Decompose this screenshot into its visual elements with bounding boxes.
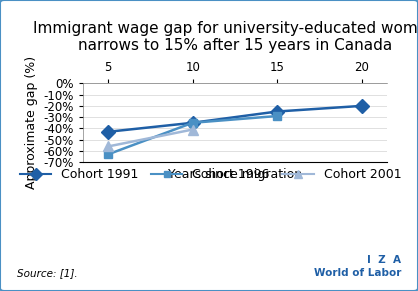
Cohort 1996 (275, 114, 280, 118)
Cohort 1996 (190, 121, 195, 125)
Cohort 1991 (106, 130, 111, 134)
Cohort 1996 (106, 152, 111, 156)
Text: I  Z  A
World of Labor: I Z A World of Labor (314, 255, 401, 278)
Line: Cohort 1991: Cohort 1991 (103, 101, 367, 137)
Cohort 2001 (190, 128, 195, 131)
Cohort 1991 (190, 121, 195, 125)
Cohort 1991 (275, 110, 280, 113)
X-axis label: Years since migration: Years since migration (168, 168, 302, 181)
Line: Cohort 2001: Cohort 2001 (103, 125, 198, 151)
Y-axis label: Approximate gap (%): Approximate gap (%) (25, 56, 38, 189)
Legend: Cohort 1991, Cohort 1996, Cohort 2001: Cohort 1991, Cohort 1996, Cohort 2001 (15, 163, 406, 186)
Cohort 1991 (359, 104, 364, 108)
Cohort 2001 (106, 145, 111, 148)
Text: Source: [1].: Source: [1]. (17, 268, 77, 278)
Line: Cohort 1996: Cohort 1996 (104, 112, 281, 159)
Title: Immigrant wage gap for university-educated women
narrows to 15% after 15 years i: Immigrant wage gap for university-educat… (33, 21, 418, 53)
